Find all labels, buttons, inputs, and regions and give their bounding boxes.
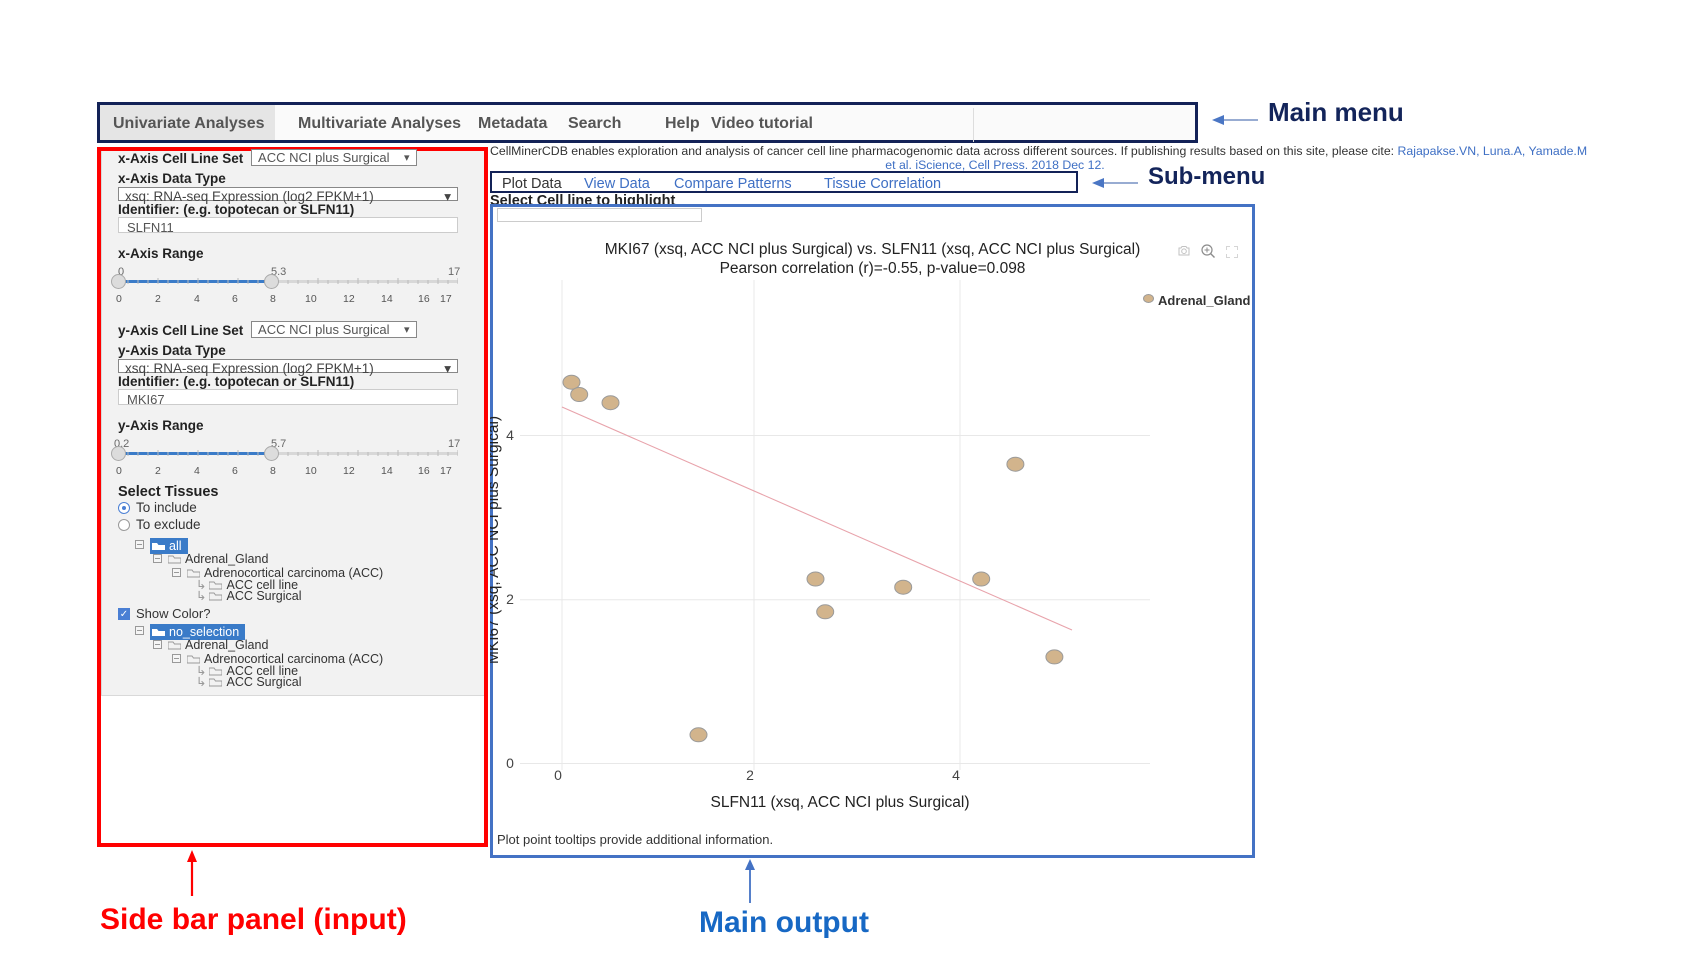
svg-text:0: 0: [506, 755, 514, 771]
svg-text:4: 4: [506, 427, 514, 443]
svg-text:4: 4: [952, 767, 960, 783]
svg-text:MKI67 (xsq, ACC NCI plus Surgi: MKI67 (xsq, ACC NCI plus Surgical): [490, 416, 502, 664]
svg-text:2: 2: [506, 591, 514, 607]
svg-text:2: 2: [746, 767, 754, 783]
svg-text:SLFN11 (xsq, ACC NCI plus Surg: SLFN11 (xsq, ACC NCI plus Surgical): [711, 794, 970, 811]
svg-text:0: 0: [554, 767, 562, 783]
